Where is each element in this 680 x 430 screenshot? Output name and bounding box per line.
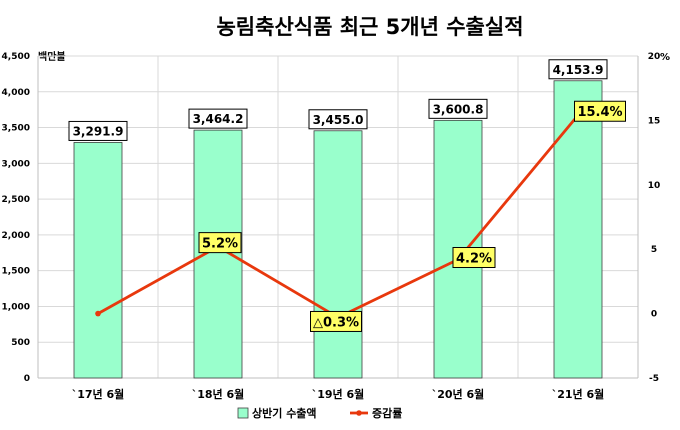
growth-rate-point (95, 310, 101, 317)
x-tick-label: `19년 6월 (312, 387, 365, 401)
y-left-tick-label: 4,000 (2, 88, 30, 98)
bar-value-label-box (428, 98, 488, 119)
bar-value-label: 3,291.9 (73, 124, 124, 138)
y-axis-right-unit-label: % (660, 52, 670, 63)
line-value-label: 15.4% (577, 105, 622, 120)
y-left-tick-label: 500 (11, 338, 30, 348)
bar (193, 129, 243, 379)
line-value-label-box (198, 232, 242, 254)
legend-bar-label: 상반기 수출액 (252, 406, 317, 420)
x-tick-label: `20년 6월 (432, 387, 485, 401)
bar-value-label: 4,153.9 (553, 63, 604, 77)
bar-value-label: 3,600.8 (433, 102, 484, 116)
bar-value-label-box (68, 120, 128, 141)
y-right-tick-label: 15 (648, 116, 661, 126)
axes: 0 500 1,000 1,500 2,000 2,500 3,000 3,500 4,000 4… (2, 52, 661, 401)
legend: 상반기 수출액 증감률 (237, 406, 402, 420)
y-right-tick-label: 10 (648, 181, 661, 191)
chart-title: 농림축산식품 최근 5개년 수출실적 (216, 15, 523, 39)
line-value-label-box (310, 310, 362, 332)
bar (313, 130, 363, 379)
bar-value-label: 3,464.2 (193, 112, 244, 126)
y-left-tick-label: 3,500 (2, 124, 30, 134)
y-left-tick-label: 2,000 (2, 231, 30, 241)
y-left-tick-label: 2,500 (2, 195, 30, 205)
legend-bar-swatch (237, 407, 249, 419)
bar (73, 142, 123, 379)
line-value-label: △0.3% (313, 315, 359, 330)
legend-line-label: 증감률 (372, 406, 402, 420)
legend-line-marker (356, 410, 362, 416)
y-right-tick-label: 20 (648, 52, 661, 62)
y-right-tick-label: 0 (651, 310, 657, 320)
y-left-tick-label: 1,000 (2, 302, 30, 312)
y-right-tick-label: -5 (649, 374, 659, 384)
line-value-label-box (452, 247, 496, 269)
y-left-tick-label: 4,500 (2, 52, 30, 62)
bar-value-label-box (308, 109, 368, 130)
y-left-tick-label: 0 (24, 374, 30, 384)
line-value-label: 5.2% (202, 237, 238, 252)
bar-value-label-box (188, 108, 248, 129)
x-tick-label: `18년 6월 (192, 387, 245, 401)
x-tick-label: `17년 6월 (72, 387, 125, 401)
x-tick-label: `21년 6월 (552, 387, 605, 401)
y-left-tick-label: 3,000 (2, 159, 30, 169)
bar-value-label-box (548, 59, 608, 80)
line-value-label-box (574, 100, 626, 122)
data-labels: 3,291.9 3,464.2 3,455.0 3,600.8 4,153.9 5.2% △… (68, 59, 626, 332)
line-value-label: 4.2% (456, 252, 492, 267)
y-left-tick-label: 1,500 (2, 267, 30, 277)
bar (553, 80, 603, 379)
y-right-tick-label: 5 (651, 245, 657, 255)
bar-value-label: 3,455.0 (313, 113, 364, 127)
